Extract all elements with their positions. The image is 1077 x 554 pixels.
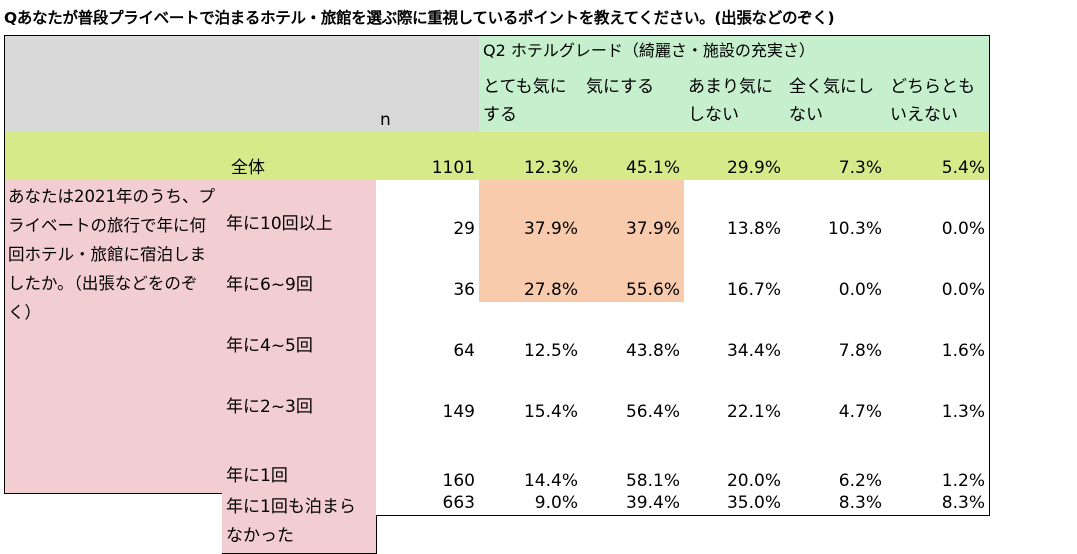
column-header: あまり気に しない [684,64,786,133]
total-value: 12.3% [479,132,583,181]
row-n: 663 [376,493,480,516]
row-value: 27.8% [479,241,583,303]
row-label: 年に1回も泊まら なかった [222,493,377,554]
row-value: 20.0% [684,424,786,494]
row-label: 年に6~9回 [222,241,377,303]
row-group-label: あなたは2021年のうち、プライベートの旅行で年に何回ホテル・旅館に宿泊しました… [4,180,223,494]
row-value: 1.6% [886,302,990,364]
column-header: 全く気にし ない [785,64,887,133]
row-value: 58.1% [582,424,685,494]
row-value: 0.0% [886,241,990,303]
row-value: 10.3% [785,180,887,242]
row-label: 年に4~5回 [222,302,377,364]
page-title: Qあなたが普段プライベートで泊まるホテル・旅館を選ぶ際に重視しているポイントを教… [4,9,835,27]
column-header: 気にする [582,64,685,133]
n-header: n [376,35,480,133]
row-value: 35.0% [684,493,786,516]
row-value: 15.4% [479,363,583,425]
row-value: 1.2% [886,424,990,494]
row-value: 0.0% [785,241,887,303]
row-value: 1.3% [886,363,990,425]
row-n: 29 [376,180,480,242]
total-n: 1101 [376,132,480,181]
row-value: 34.4% [684,302,786,364]
row-value: 13.8% [684,180,786,242]
row-value: 4.7% [785,363,887,425]
row-n: 160 [376,424,480,494]
row-value: 55.6% [582,241,685,303]
header-corner [4,35,377,133]
column-header: とても気に する [479,64,583,133]
row-value: 12.5% [479,302,583,364]
total-label: 全体 [4,132,377,181]
total-value: 29.9% [684,132,786,181]
row-n: 36 [376,241,480,303]
row-value: 0.0% [886,180,990,242]
row-label: 年に1回 [222,424,377,494]
row-value: 37.9% [582,180,685,242]
row-value: 56.4% [582,363,685,425]
total-value: 5.4% [886,132,990,181]
question-header: Q2 ホテルグレード（綺麗さ・施設の充実さ） [479,35,990,65]
row-label: 年に10回以上 [222,180,377,242]
row-value: 8.3% [785,493,887,516]
row-value: 16.7% [684,241,786,303]
total-value: 45.1% [582,132,685,181]
row-n: 64 [376,302,480,364]
total-value: 7.3% [785,132,887,181]
row-n: 149 [376,363,480,425]
row-value: 37.9% [479,180,583,242]
row-value: 8.3% [886,493,990,516]
row-value: 39.4% [582,493,685,516]
row-label: 年に2~3回 [222,363,377,425]
row-value: 7.8% [785,302,887,364]
column-header: どちらとも いえない [886,64,990,133]
row-value: 22.1% [684,363,786,425]
row-value: 14.4% [479,424,583,494]
row-value: 43.8% [582,302,685,364]
row-value: 9.0% [479,493,583,516]
row-value: 6.2% [785,424,887,494]
